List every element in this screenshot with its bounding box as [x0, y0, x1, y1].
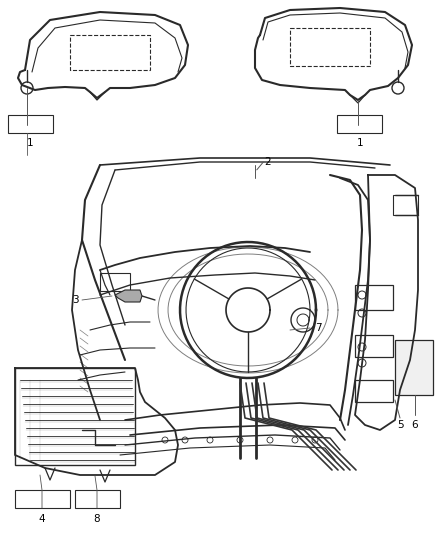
Text: 8: 8: [94, 514, 100, 524]
Bar: [337, 115, 382, 133]
Text: 4: 4: [39, 514, 45, 524]
Text: 5: 5: [397, 420, 403, 430]
Bar: [355, 285, 393, 310]
Text: 1: 1: [357, 138, 363, 148]
Bar: [393, 195, 418, 215]
Bar: [15, 368, 135, 465]
Bar: [8, 115, 53, 133]
Bar: [70, 35, 150, 70]
Text: 7: 7: [314, 323, 321, 333]
Text: 1: 1: [27, 138, 33, 148]
Text: 6: 6: [412, 420, 418, 430]
Bar: [290, 28, 370, 66]
Polygon shape: [115, 290, 142, 302]
Bar: [75, 490, 120, 508]
Bar: [15, 490, 70, 508]
Text: 3: 3: [72, 295, 78, 305]
Bar: [100, 273, 130, 291]
Bar: [395, 340, 433, 395]
Bar: [355, 335, 393, 357]
Bar: [355, 380, 393, 402]
Text: 2: 2: [265, 157, 271, 167]
